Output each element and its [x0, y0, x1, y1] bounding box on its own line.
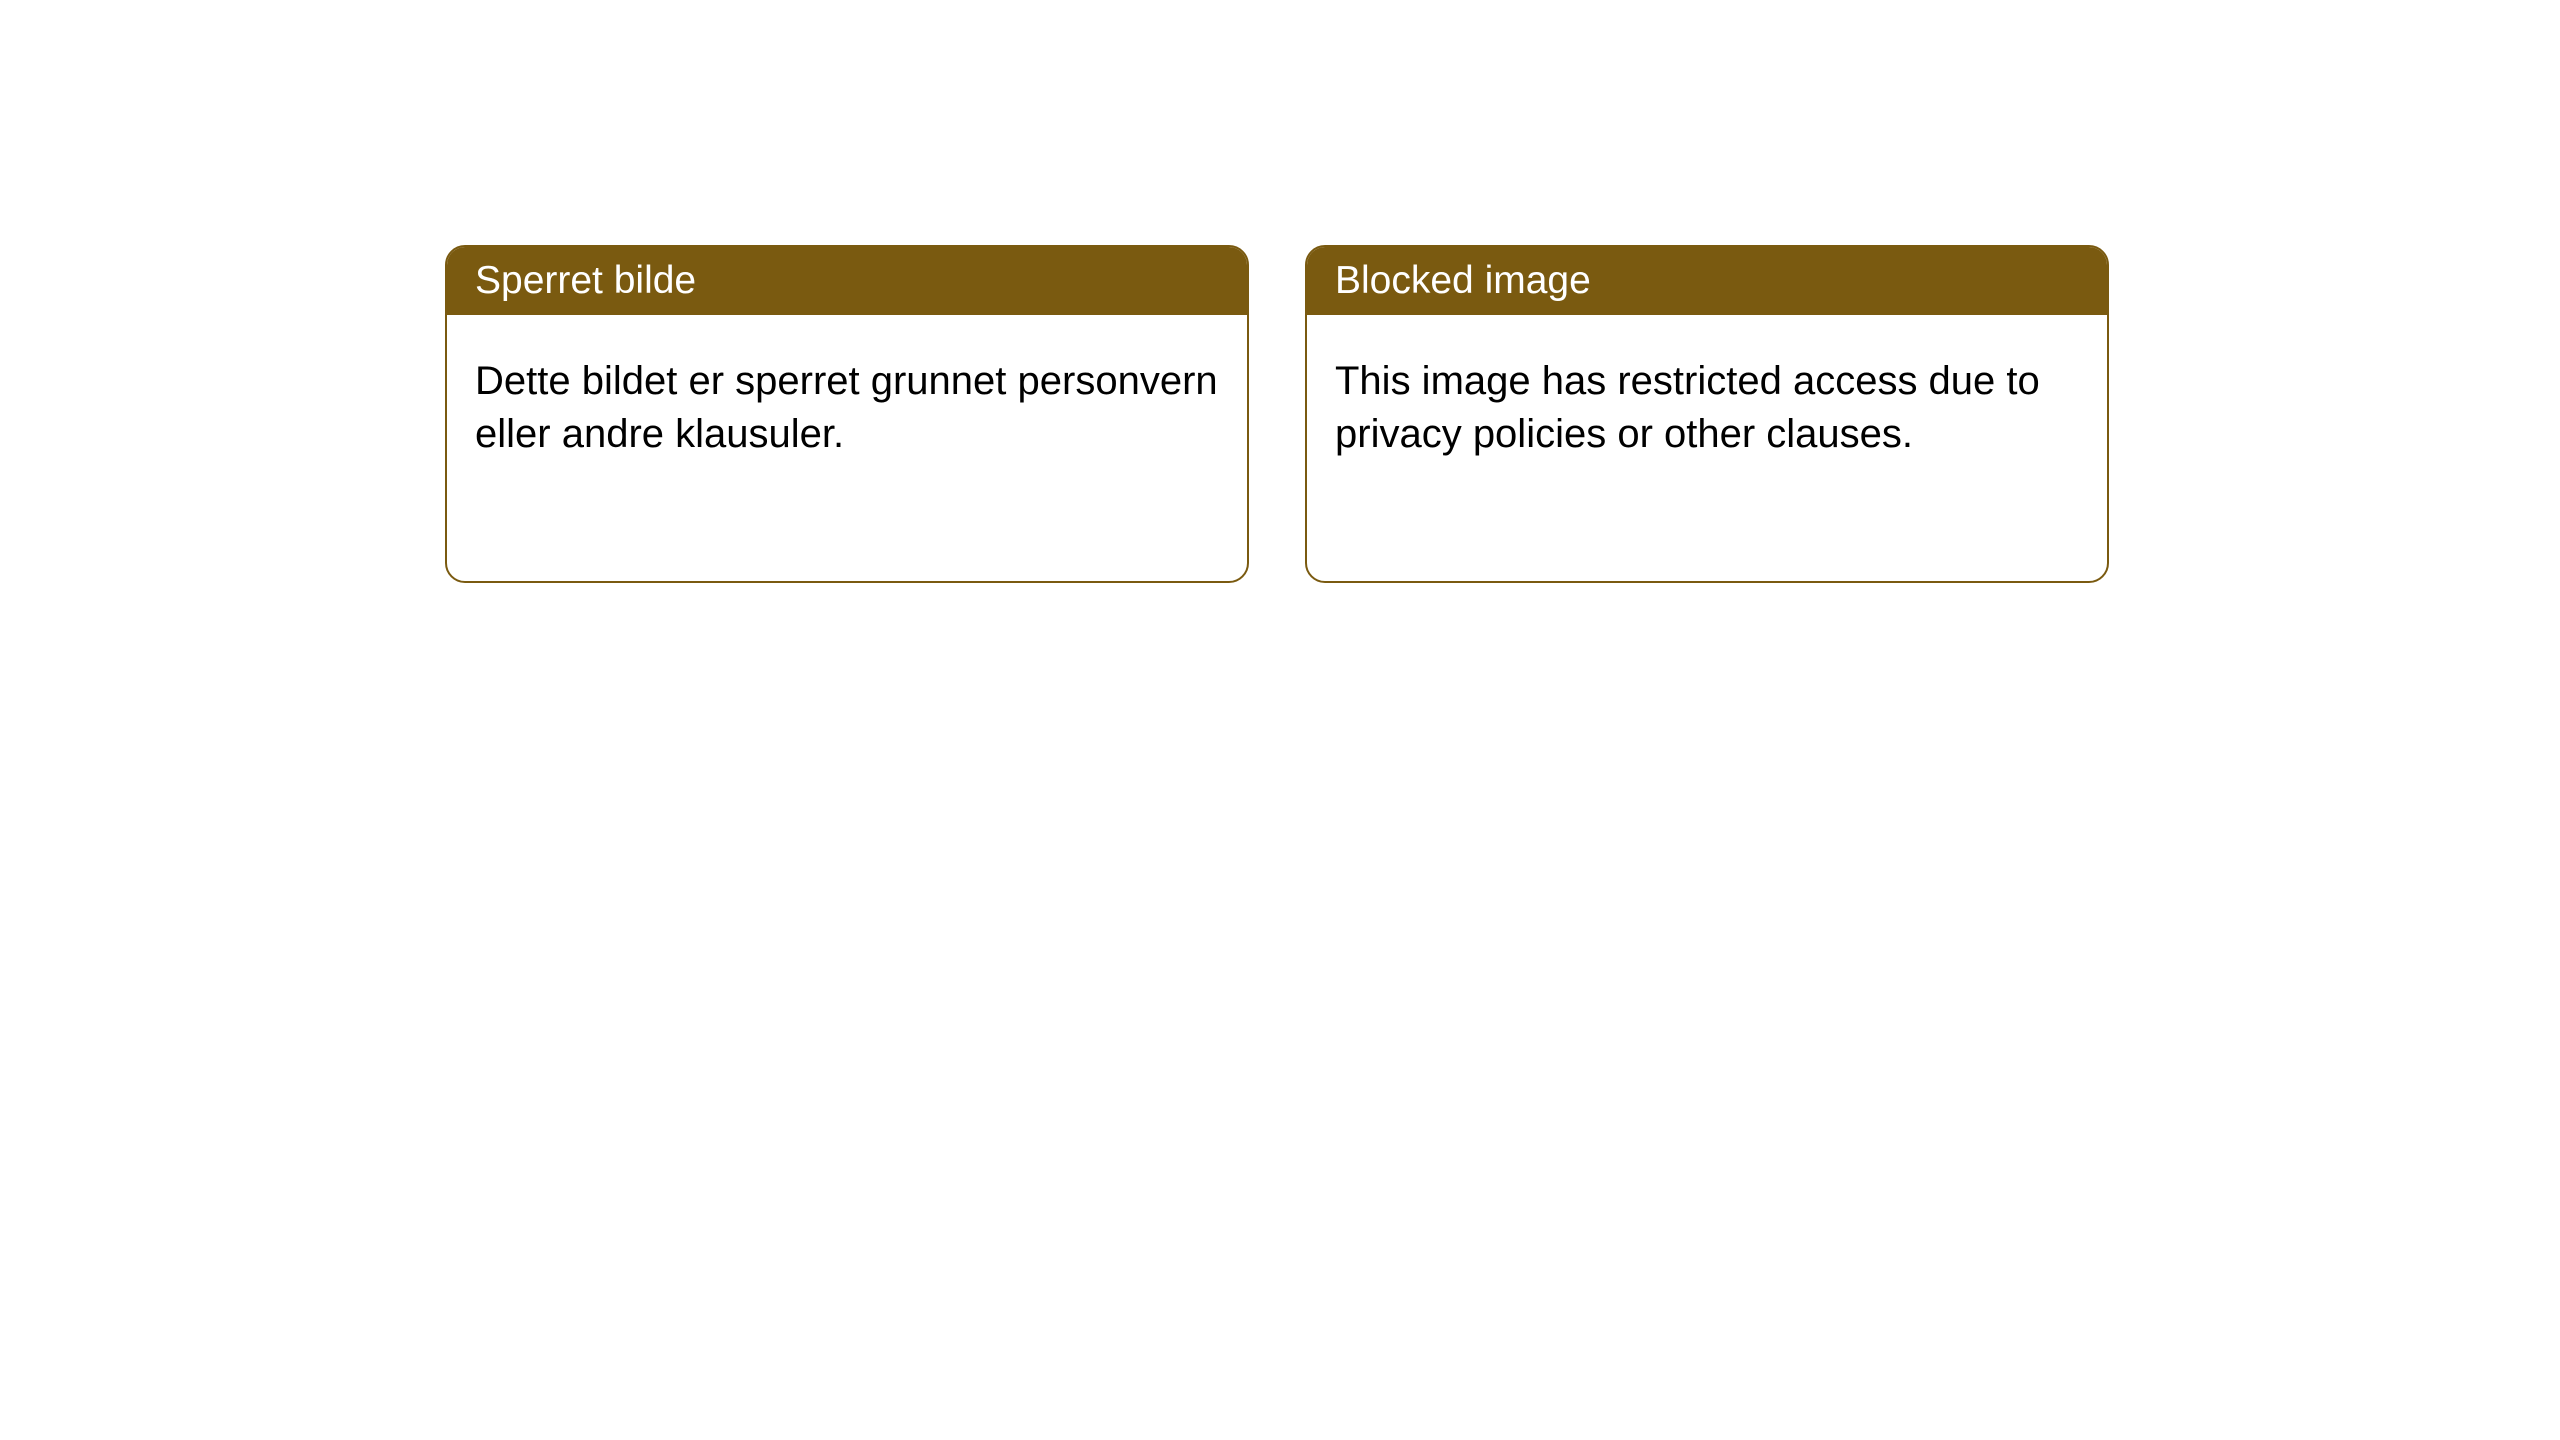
card-title-en: Blocked image	[1307, 247, 2107, 315]
cards-container: Sperret bilde Dette bildet er sperret gr…	[0, 0, 2560, 583]
blocked-image-card-en: Blocked image This image has restricted …	[1305, 245, 2109, 583]
card-body-no: Dette bildet er sperret grunnet personve…	[447, 315, 1247, 501]
blocked-image-card-no: Sperret bilde Dette bildet er sperret gr…	[445, 245, 1249, 583]
card-body-en: This image has restricted access due to …	[1307, 315, 2107, 501]
card-title-no: Sperret bilde	[447, 247, 1247, 315]
